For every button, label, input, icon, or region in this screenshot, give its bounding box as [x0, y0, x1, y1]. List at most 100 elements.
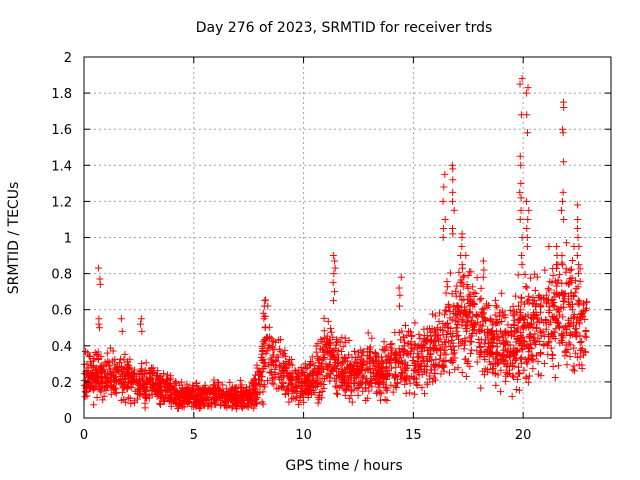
- y-tick-label: 1.6: [51, 123, 72, 138]
- data-point: [320, 327, 328, 335]
- data-point: [233, 398, 241, 406]
- data-point: [580, 351, 588, 359]
- data-point: [104, 382, 112, 390]
- data-point: [545, 243, 553, 251]
- data-point: [258, 398, 266, 406]
- data-point: [245, 389, 253, 397]
- data-point: [329, 297, 337, 305]
- data-point: [457, 339, 465, 347]
- data-point: [126, 365, 134, 373]
- data-point: [469, 313, 477, 321]
- data-point: [570, 344, 578, 352]
- data-point: [541, 266, 549, 274]
- data-point: [270, 346, 278, 354]
- data-point: [393, 380, 401, 388]
- data-point: [517, 206, 525, 214]
- data-point: [118, 388, 126, 396]
- data-point: [417, 366, 425, 374]
- data-point: [112, 385, 120, 393]
- data-point: [305, 372, 313, 380]
- data-point: [516, 188, 524, 196]
- data-point: [398, 345, 406, 353]
- data-point: [93, 350, 101, 358]
- data-point: [499, 334, 507, 342]
- data-point: [253, 399, 261, 407]
- data-point: [148, 364, 156, 372]
- data-point: [196, 387, 204, 395]
- data-point: [324, 362, 332, 370]
- data-point: [574, 270, 582, 278]
- data-point: [228, 404, 236, 412]
- data-point: [493, 303, 501, 311]
- data-point: [366, 345, 374, 353]
- data-point: [269, 351, 277, 359]
- data-point: [517, 341, 525, 349]
- data-point: [537, 349, 545, 357]
- data-point: [431, 312, 439, 320]
- data-point: [569, 300, 577, 308]
- data-point: [280, 371, 288, 379]
- data-point: [219, 381, 227, 389]
- data-point: [477, 295, 485, 303]
- data-point: [381, 345, 389, 353]
- data-point: [516, 152, 524, 160]
- data-point: [122, 364, 130, 372]
- data-point: [559, 261, 567, 269]
- data-point: [530, 270, 538, 278]
- data-point: [441, 338, 449, 346]
- data-point: [109, 370, 117, 378]
- data-point: [440, 349, 448, 357]
- data-point: [532, 323, 540, 331]
- data-point: [179, 385, 187, 393]
- data-point: [571, 367, 579, 375]
- data-point: [383, 396, 391, 404]
- data-point: [439, 320, 447, 328]
- data-point: [83, 360, 91, 368]
- data-point: [341, 338, 349, 346]
- data-point: [525, 296, 533, 304]
- data-point: [107, 344, 115, 352]
- data-point: [206, 399, 214, 407]
- data-point: [100, 392, 108, 400]
- data-point: [432, 376, 440, 384]
- data-point: [211, 383, 219, 391]
- data-point: [97, 353, 105, 361]
- data-point: [525, 332, 533, 340]
- data-point: [304, 382, 312, 390]
- data-point: [358, 352, 366, 360]
- data-point: [260, 302, 268, 310]
- data-point: [510, 329, 518, 337]
- data-point: [553, 282, 561, 290]
- data-point: [504, 361, 512, 369]
- data-point: [354, 391, 362, 399]
- data-point: [262, 349, 270, 357]
- data-point: [288, 355, 296, 363]
- data-point: [408, 332, 416, 340]
- data-point: [139, 373, 147, 381]
- data-point: [560, 297, 568, 305]
- data-point: [517, 194, 525, 202]
- data-point: [139, 390, 147, 398]
- data-point: [550, 299, 558, 307]
- data-point: [523, 297, 531, 305]
- data-point: [441, 215, 449, 223]
- data-point: [512, 292, 520, 300]
- data-point: [157, 372, 165, 380]
- y-tick-label: 1.8: [51, 87, 72, 102]
- data-point: [525, 206, 533, 214]
- data-point: [470, 299, 478, 307]
- data-point: [331, 375, 339, 383]
- data-point: [107, 390, 115, 398]
- data-point: [531, 286, 539, 294]
- data-point: [413, 380, 421, 388]
- y-tick-label: 0: [64, 412, 72, 427]
- data-point: [481, 356, 489, 364]
- data-point: [497, 352, 505, 360]
- data-point: [444, 328, 452, 336]
- data-point: [303, 364, 311, 372]
- data-point: [564, 345, 572, 353]
- data-point: [560, 104, 568, 112]
- data-point: [148, 390, 156, 398]
- data-point: [250, 375, 258, 383]
- data-point: [282, 365, 290, 373]
